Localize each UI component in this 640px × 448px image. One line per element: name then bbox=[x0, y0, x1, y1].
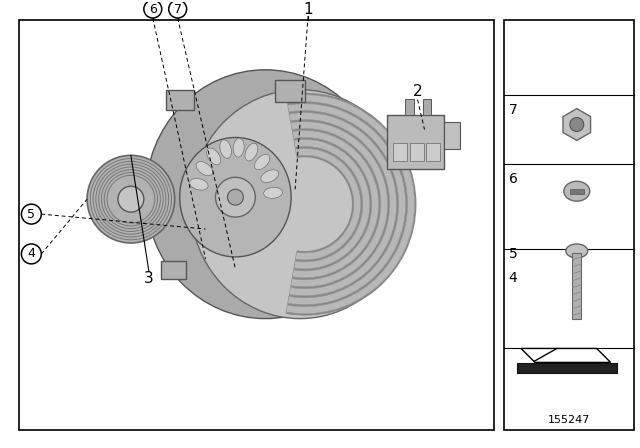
Ellipse shape bbox=[564, 181, 589, 201]
Wedge shape bbox=[289, 112, 397, 296]
Text: 1: 1 bbox=[303, 2, 313, 17]
Ellipse shape bbox=[189, 178, 208, 190]
Bar bbox=[387, 115, 444, 169]
Bar bbox=[404, 99, 413, 115]
Text: 4: 4 bbox=[28, 247, 35, 260]
Wedge shape bbox=[287, 103, 406, 305]
Bar bbox=[517, 363, 616, 373]
Circle shape bbox=[87, 155, 175, 243]
Bar bbox=[410, 143, 424, 161]
Bar bbox=[19, 20, 494, 430]
Wedge shape bbox=[286, 95, 415, 314]
Ellipse shape bbox=[255, 154, 270, 170]
Bar bbox=[570, 189, 584, 194]
Text: 6: 6 bbox=[509, 172, 518, 186]
Wedge shape bbox=[296, 148, 361, 260]
Ellipse shape bbox=[264, 187, 282, 198]
Ellipse shape bbox=[180, 138, 291, 257]
Text: 155247: 155247 bbox=[548, 415, 590, 425]
Bar bbox=[393, 143, 406, 161]
Ellipse shape bbox=[146, 70, 385, 319]
Text: 3: 3 bbox=[144, 271, 154, 286]
Wedge shape bbox=[292, 130, 379, 278]
Text: 5: 5 bbox=[509, 247, 518, 261]
Text: 5: 5 bbox=[28, 207, 35, 220]
Bar bbox=[275, 80, 305, 102]
Text: 7: 7 bbox=[173, 3, 182, 16]
Wedge shape bbox=[291, 121, 388, 287]
Ellipse shape bbox=[191, 90, 410, 319]
Bar bbox=[161, 261, 186, 279]
Text: 6: 6 bbox=[149, 3, 157, 16]
Text: 7: 7 bbox=[509, 103, 518, 116]
Ellipse shape bbox=[196, 162, 212, 176]
Ellipse shape bbox=[207, 148, 221, 165]
Text: 2: 2 bbox=[413, 84, 422, 99]
Polygon shape bbox=[563, 108, 591, 141]
Ellipse shape bbox=[233, 138, 244, 157]
Bar bbox=[504, 20, 634, 430]
Bar bbox=[444, 121, 460, 150]
Ellipse shape bbox=[220, 140, 232, 158]
Circle shape bbox=[227, 189, 243, 205]
Circle shape bbox=[570, 117, 584, 132]
Bar bbox=[422, 99, 431, 115]
Ellipse shape bbox=[261, 170, 278, 182]
Bar bbox=[166, 90, 193, 110]
Polygon shape bbox=[521, 349, 611, 362]
Wedge shape bbox=[294, 139, 370, 269]
Circle shape bbox=[118, 186, 144, 212]
Bar bbox=[426, 143, 440, 161]
Text: 4: 4 bbox=[509, 271, 518, 285]
Ellipse shape bbox=[245, 143, 258, 161]
Circle shape bbox=[216, 177, 255, 217]
Ellipse shape bbox=[566, 244, 588, 258]
Bar bbox=[572, 253, 581, 319]
